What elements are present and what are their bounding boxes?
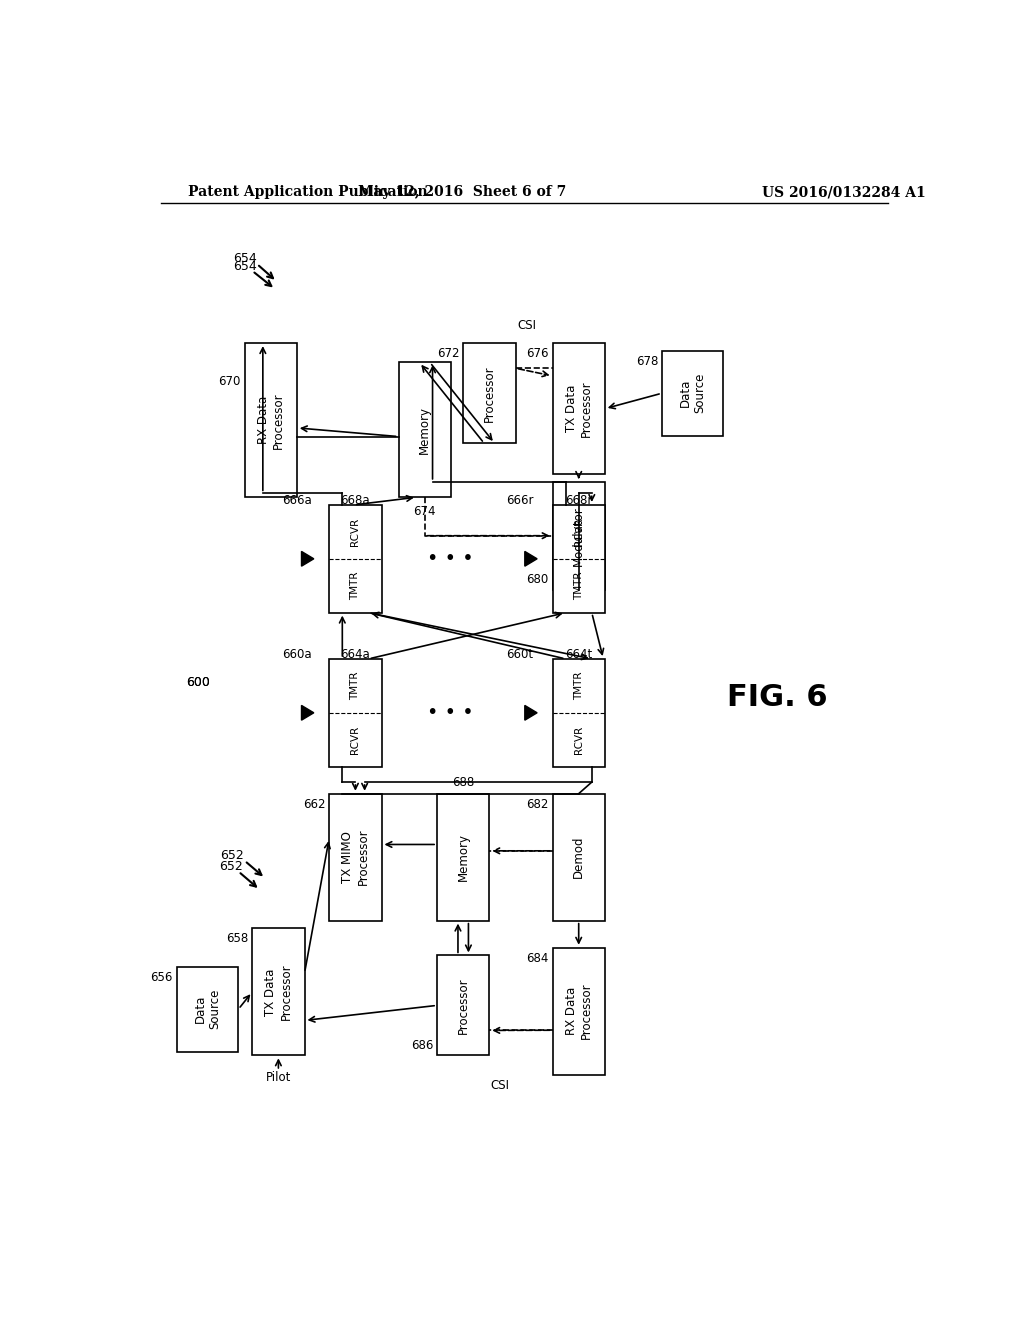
Text: Data
Source: Data Source xyxy=(194,989,221,1030)
Text: TX MIMO
Processor: TX MIMO Processor xyxy=(341,829,370,886)
Text: RCVR: RCVR xyxy=(350,517,360,546)
Text: 680: 680 xyxy=(526,573,549,586)
Text: Processor: Processor xyxy=(483,364,496,421)
Text: RX Data
Processor: RX Data Processor xyxy=(564,983,593,1039)
Bar xyxy=(553,659,605,767)
Bar xyxy=(177,966,239,1052)
Bar xyxy=(553,343,605,474)
Bar xyxy=(553,948,605,1074)
Text: US 2016/0132284 A1: US 2016/0132284 A1 xyxy=(762,185,926,199)
Text: RCVR: RCVR xyxy=(573,517,584,546)
Bar xyxy=(553,793,605,921)
Text: 682: 682 xyxy=(526,797,549,810)
Text: 684: 684 xyxy=(526,952,549,965)
Text: CSI: CSI xyxy=(517,318,537,331)
Bar xyxy=(330,793,382,921)
Text: 668r: 668r xyxy=(565,494,593,507)
Text: 676: 676 xyxy=(526,347,549,360)
Polygon shape xyxy=(524,552,538,566)
Text: RX Data
Processor: RX Data Processor xyxy=(257,392,285,449)
Text: TMTR: TMTR xyxy=(350,572,360,601)
Text: 664a: 664a xyxy=(341,648,371,661)
Text: TX Data
Processor: TX Data Processor xyxy=(264,964,293,1020)
Text: 658: 658 xyxy=(226,932,249,945)
Text: 662: 662 xyxy=(303,797,326,810)
Text: CSI: CSI xyxy=(490,1078,510,1092)
Bar xyxy=(398,363,451,498)
Text: 666a: 666a xyxy=(282,494,311,507)
Text: • • •: • • • xyxy=(427,704,473,722)
Bar xyxy=(330,659,382,767)
Text: 600: 600 xyxy=(186,676,210,689)
Bar xyxy=(245,343,297,498)
Polygon shape xyxy=(301,705,313,721)
Text: 660a: 660a xyxy=(282,648,311,661)
Bar xyxy=(662,351,724,436)
Text: TMTR: TMTR xyxy=(350,672,360,700)
Text: Memory: Memory xyxy=(457,833,470,882)
Text: • • •: • • • xyxy=(427,549,473,569)
Bar xyxy=(437,793,489,921)
Text: Memory: Memory xyxy=(418,405,431,454)
Text: 666r: 666r xyxy=(507,494,534,507)
Text: RCVR: RCVR xyxy=(350,726,360,754)
Text: Patent Application Publication: Patent Application Publication xyxy=(188,185,428,199)
Text: Demod: Demod xyxy=(572,836,585,878)
Text: 654: 654 xyxy=(232,252,256,265)
Text: FIG. 6: FIG. 6 xyxy=(727,682,827,711)
Text: RCVR: RCVR xyxy=(573,726,584,754)
Text: 670: 670 xyxy=(218,375,241,388)
Text: Pilot: Pilot xyxy=(265,1071,291,1084)
Text: 672: 672 xyxy=(437,347,460,360)
Text: TX Data
Processor: TX Data Processor xyxy=(564,380,593,437)
Text: TMTR: TMTR xyxy=(573,572,584,601)
Bar xyxy=(463,343,515,444)
Text: 654: 654 xyxy=(232,260,256,273)
Text: 678: 678 xyxy=(636,355,658,368)
Bar xyxy=(252,928,304,1056)
Text: 686: 686 xyxy=(411,1039,433,1052)
Polygon shape xyxy=(524,705,538,721)
Text: Modulator: Modulator xyxy=(572,506,585,565)
Bar xyxy=(553,506,605,612)
Text: 664t: 664t xyxy=(565,648,592,661)
Bar xyxy=(553,482,605,590)
Bar xyxy=(330,506,382,612)
Bar xyxy=(437,956,489,1056)
Text: 652: 652 xyxy=(219,861,243,874)
Text: 656: 656 xyxy=(151,970,173,983)
Text: 600: 600 xyxy=(186,676,210,689)
Text: 688: 688 xyxy=(452,776,474,789)
Text: 668a: 668a xyxy=(341,494,371,507)
Polygon shape xyxy=(301,552,313,566)
Text: May 12, 2016  Sheet 6 of 7: May 12, 2016 Sheet 6 of 7 xyxy=(357,185,566,199)
Text: Data
Source: Data Source xyxy=(679,374,707,413)
Text: 652: 652 xyxy=(220,849,244,862)
Text: Processor: Processor xyxy=(457,977,470,1034)
Text: 674: 674 xyxy=(414,506,436,517)
Text: TMTR: TMTR xyxy=(573,672,584,700)
Text: 660t: 660t xyxy=(507,648,534,661)
